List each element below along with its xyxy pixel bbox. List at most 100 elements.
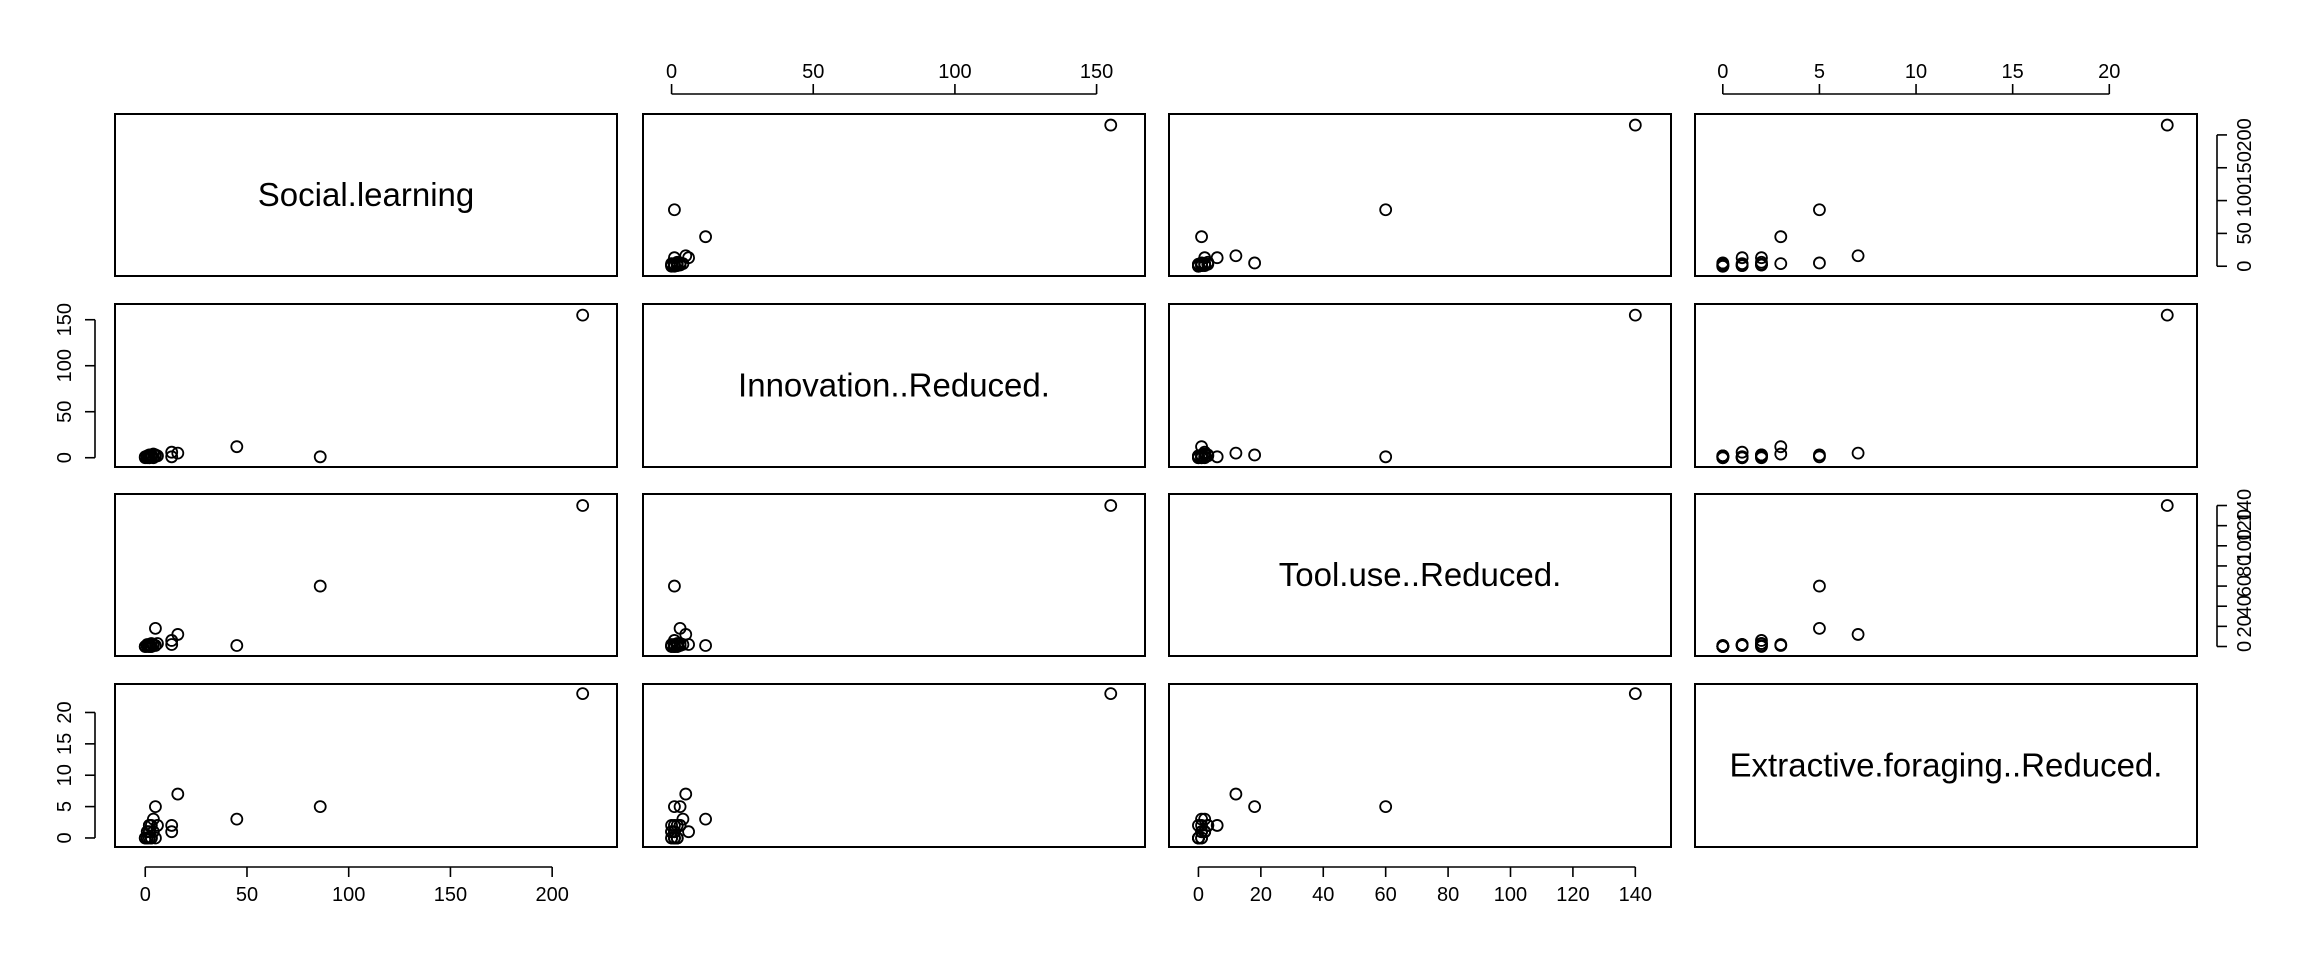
point-r1-c4-2 — [1813, 203, 1826, 217]
point-r4-c3-4 — [1229, 787, 1243, 801]
point-r2-c4-24 — [1716, 451, 1730, 465]
point-r2-c4-18 — [1735, 450, 1749, 464]
y-tick-label-right-row1-3: 100 — [2234, 184, 2256, 217]
point-r2-c1-2 — [313, 450, 327, 464]
panel-r2-c3 — [1168, 303, 1672, 468]
point-r3-c4-24 — [1716, 639, 1730, 652]
point-r1-c4-21 — [1755, 257, 1768, 271]
point-r2-c4-3 — [1774, 440, 1788, 454]
point-r4-c2-3 — [699, 812, 712, 826]
panel-r4-c4 — [1694, 683, 2198, 848]
point-r4-c1-7 — [149, 800, 162, 813]
panel-r4-c2 — [642, 683, 1146, 848]
point-r3-c1-24 — [140, 639, 154, 652]
x-tick-label-bottom-col3-3: 40 — [1312, 884, 1334, 906]
point-r4-c1-24 — [140, 831, 154, 845]
point-r2-c3-4 — [1229, 446, 1243, 460]
point-r1-c3-1 — [1628, 118, 1642, 132]
point-r3-c1-1 — [576, 499, 590, 512]
x-tick-label-bottom-col3-4: 60 — [1375, 884, 1397, 906]
y-tick-label-left-row4-4: 15 — [54, 733, 76, 755]
point-r1-c2-3 — [699, 230, 712, 244]
point-r3-c1-2 — [313, 579, 327, 593]
point-r1-c2-2 — [668, 203, 681, 217]
point-r2-c1-1 — [576, 308, 590, 322]
panel-r2-c1 — [114, 303, 618, 468]
x-tick-label-top-col4-5: 20 — [2098, 61, 2120, 83]
point-r3-c1-22 — [149, 639, 162, 652]
point-r3-c1-3 — [230, 639, 244, 652]
point-r4-c3-24 — [1195, 831, 1208, 845]
point-r1-c4-18 — [1735, 259, 1749, 272]
x-tick-label-top-col4-2: 5 — [1814, 61, 1825, 83]
point-r4-c2-5 — [682, 825, 695, 839]
point-r2-c4-5 — [1735, 445, 1749, 459]
point-r4-c2-2 — [668, 800, 681, 813]
point-r2-c4-7 — [1813, 448, 1826, 462]
point-r3-c4-18 — [1735, 639, 1749, 652]
point-r4-c1-21 — [144, 819, 158, 832]
y-tick-label-left-row2-4: 150 — [54, 303, 76, 336]
panel-r2-c4 — [1694, 303, 2198, 468]
point-r4-c3-19 — [1192, 819, 1205, 832]
x-tick-label-top-col4-4: 15 — [2002, 61, 2024, 83]
panel-r3-c4 — [1694, 493, 2198, 657]
panel-r1-c1 — [114, 113, 618, 277]
y-tick-label-left-row2-1: 0 — [54, 452, 76, 463]
y-tick-label-left-row4-1: 0 — [54, 832, 76, 843]
point-r3-c2-1 — [1104, 499, 1118, 512]
point-r1-c3-4 — [1229, 249, 1243, 263]
point-r3-c2-7 — [673, 621, 687, 635]
point-r2-c4-4 — [1851, 446, 1865, 460]
point-r4-c1-9 — [151, 819, 164, 832]
y-tick-label-left-row4-5: 20 — [54, 701, 76, 723]
x-tick-label-bottom-col1-2: 50 — [236, 884, 258, 906]
point-r4-c1-3 — [230, 812, 244, 826]
point-r4-c2-21 — [673, 819, 687, 832]
point-r3-c2-3 — [699, 639, 712, 652]
point-r2-c1-5 — [165, 445, 179, 459]
point-r4-c2-19 — [665, 819, 678, 832]
point-r2-c1-6 — [165, 450, 179, 464]
y-tick-label-left-row4-2: 5 — [54, 801, 76, 812]
x-tick-label-top-col2-3: 100 — [938, 61, 971, 83]
point-r3-c4-2 — [1813, 579, 1826, 593]
x-tick-label-top-col2-1: 0 — [666, 61, 677, 83]
point-r4-c1-6 — [165, 819, 179, 832]
point-r4-c2-1 — [1104, 687, 1118, 701]
variable-labels-layer: Social.learning Innovation..Reduced. Tool.… — [258, 176, 2163, 784]
point-r1-c3-21 — [1201, 257, 1215, 271]
variable-label-1: Social.learning — [258, 176, 474, 213]
panel-r4-c1 — [114, 683, 618, 848]
variable-label-3: Tool.use..Reduced. — [1279, 556, 1562, 593]
panel-r1-c3 — [1168, 113, 1672, 277]
point-r3-c4-1 — [2160, 499, 2174, 512]
y-tick-label-left-row2-3: 100 — [54, 349, 76, 382]
y-tick-label-right-row3-8: 140 — [2234, 489, 2256, 522]
panel-r3-c2 — [642, 493, 1146, 657]
point-r1-c3-3 — [1195, 230, 1208, 244]
point-r1-c4-8 — [1774, 257, 1788, 271]
point-r4-c3-21 — [1201, 819, 1215, 832]
panel-r3-c3 — [1168, 493, 1672, 657]
point-r2-c3-24 — [1195, 451, 1208, 465]
point-r2-c3-7 — [1248, 448, 1262, 462]
x-tick-label-top-col2-2: 50 — [802, 61, 824, 83]
y-tick-label-right-row3-4: 60 — [2234, 575, 2256, 597]
x-tick-label-bottom-col1-5: 200 — [535, 884, 568, 906]
point-r2-c4-8 — [1774, 447, 1788, 461]
x-tick-label-bottom-col1-4: 150 — [434, 884, 467, 906]
point-r1-c2-1 — [1104, 118, 1118, 132]
x-tick-label-bottom-col3-2: 20 — [1250, 884, 1272, 906]
x-tick-label-bottom-col3-5: 80 — [1437, 884, 1459, 906]
x-tick-label-bottom-col1-3: 100 — [332, 884, 365, 906]
point-r2-c4-21 — [1755, 448, 1768, 462]
point-r2-c1-22 — [149, 449, 162, 463]
point-r1-c4-4 — [1851, 249, 1865, 263]
y-tick-label-right-row1-5: 200 — [2234, 118, 2256, 151]
y-tick-label-right-row3-2: 20 — [2234, 615, 2256, 637]
point-r4-c2-24 — [665, 831, 678, 845]
point-r4-c1-1 — [576, 687, 590, 701]
point-r4-c1-4 — [171, 787, 185, 801]
